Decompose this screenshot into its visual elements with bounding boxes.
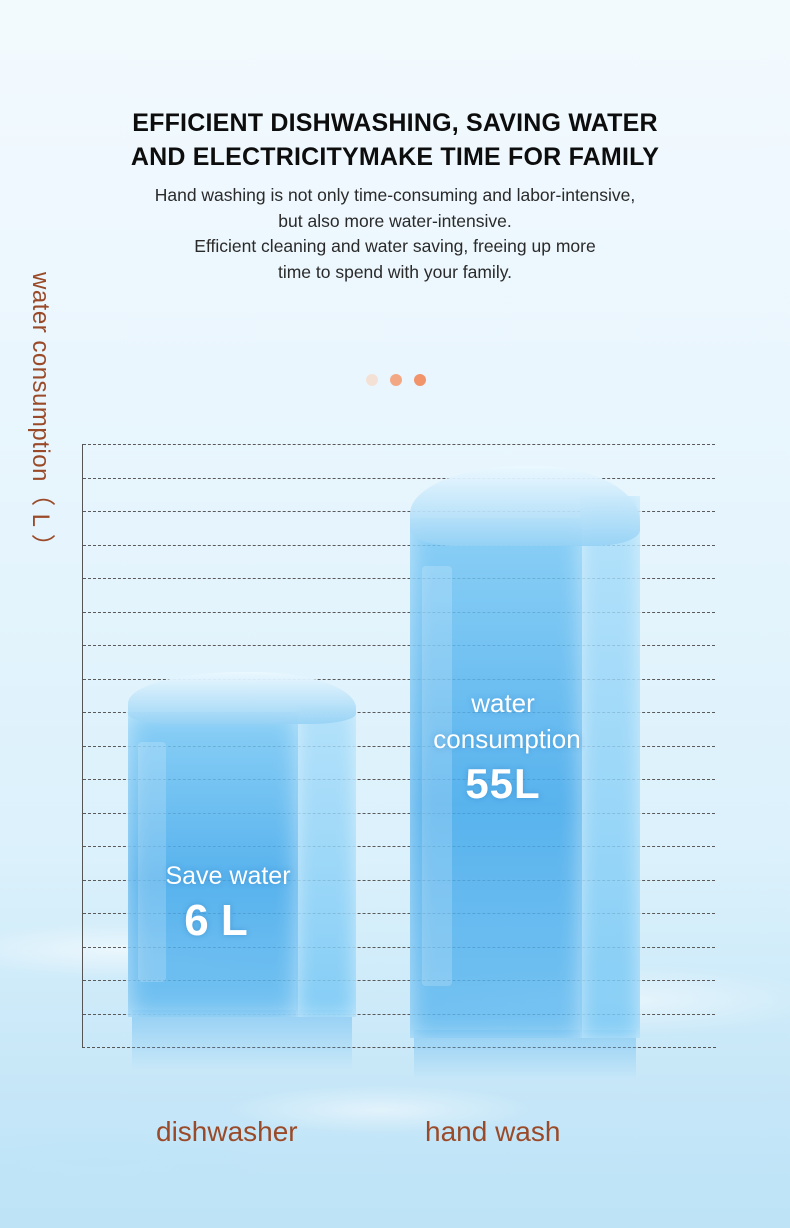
gridline <box>83 947 715 948</box>
headline-line-1: EFFICIENT DISHWASHING, SAVING WATER <box>132 109 658 137</box>
dishwasher-block-shine <box>138 742 166 982</box>
gridline <box>83 712 715 713</box>
dishwasher-block-front <box>128 712 298 1017</box>
bar-label-hand-wash-line-2: consumption <box>433 724 581 754</box>
gridline <box>83 478 715 479</box>
gridline <box>83 645 715 646</box>
handwash-block-reflection <box>414 1030 636 1080</box>
gridline <box>83 511 715 512</box>
gridline <box>83 980 715 981</box>
headline-line-2: AND ELECTRICITYMAKE TIME FOR FAMILY <box>130 143 660 171</box>
gridline <box>83 779 715 780</box>
description-line-3: Efficient cleaning and water saving, fre… <box>194 236 596 256</box>
description: Hand washing is not only time-consuming … <box>0 183 790 285</box>
gridline <box>83 913 715 914</box>
gridline <box>83 545 715 546</box>
bar-dishwasher <box>128 672 356 1017</box>
x-axis-line <box>82 1047 716 1048</box>
bar-value-hand-wash: 55L <box>465 760 541 807</box>
handwash-block-front <box>410 518 582 1038</box>
gridline <box>83 578 715 579</box>
description-line-2: but also more water-intensive. <box>278 210 512 231</box>
headline: EFFICIENT DISHWASHING, SAVING WATER AND … <box>0 106 790 174</box>
gridline <box>83 813 715 814</box>
gridline <box>83 1014 715 1015</box>
handwash-block-shine <box>422 566 452 986</box>
description-line-1: Hand washing is not only time-consuming … <box>154 185 636 205</box>
y-axis-line <box>82 444 83 1048</box>
bar-label-hand-wash-line-1: water <box>471 688 535 718</box>
x-category-hand-wash: hand wash <box>425 1116 561 1147</box>
handwash-block-side <box>580 496 640 1038</box>
dishwasher-block-side <box>296 705 356 1017</box>
carousel-dots <box>364 374 428 388</box>
bar-hand-wash <box>410 466 640 1038</box>
x-category-dishwasher: dishwasher <box>156 1116 298 1147</box>
bar-value-dishwasher: 6 L <box>184 896 248 945</box>
gridline <box>83 444 715 445</box>
description-line-4: time to spend with your family. <box>277 261 513 282</box>
handwash-block-top <box>410 466 640 546</box>
y-axis-label: water consumption（ L ） <box>27 272 54 559</box>
dot-indicator-2 <box>390 374 402 386</box>
gridline <box>83 746 715 747</box>
dishwasher-block-top <box>128 672 356 724</box>
gridline <box>83 880 715 881</box>
dot-indicator-1 <box>366 374 378 386</box>
gridline <box>83 846 715 847</box>
dishwasher-block-reflection <box>132 1010 352 1070</box>
gridline <box>83 679 715 680</box>
bar-label-dishwasher: Save water <box>165 862 291 890</box>
gridline <box>83 612 715 613</box>
dot-indicator-3 <box>414 374 426 386</box>
water-surface-background <box>0 860 790 1228</box>
